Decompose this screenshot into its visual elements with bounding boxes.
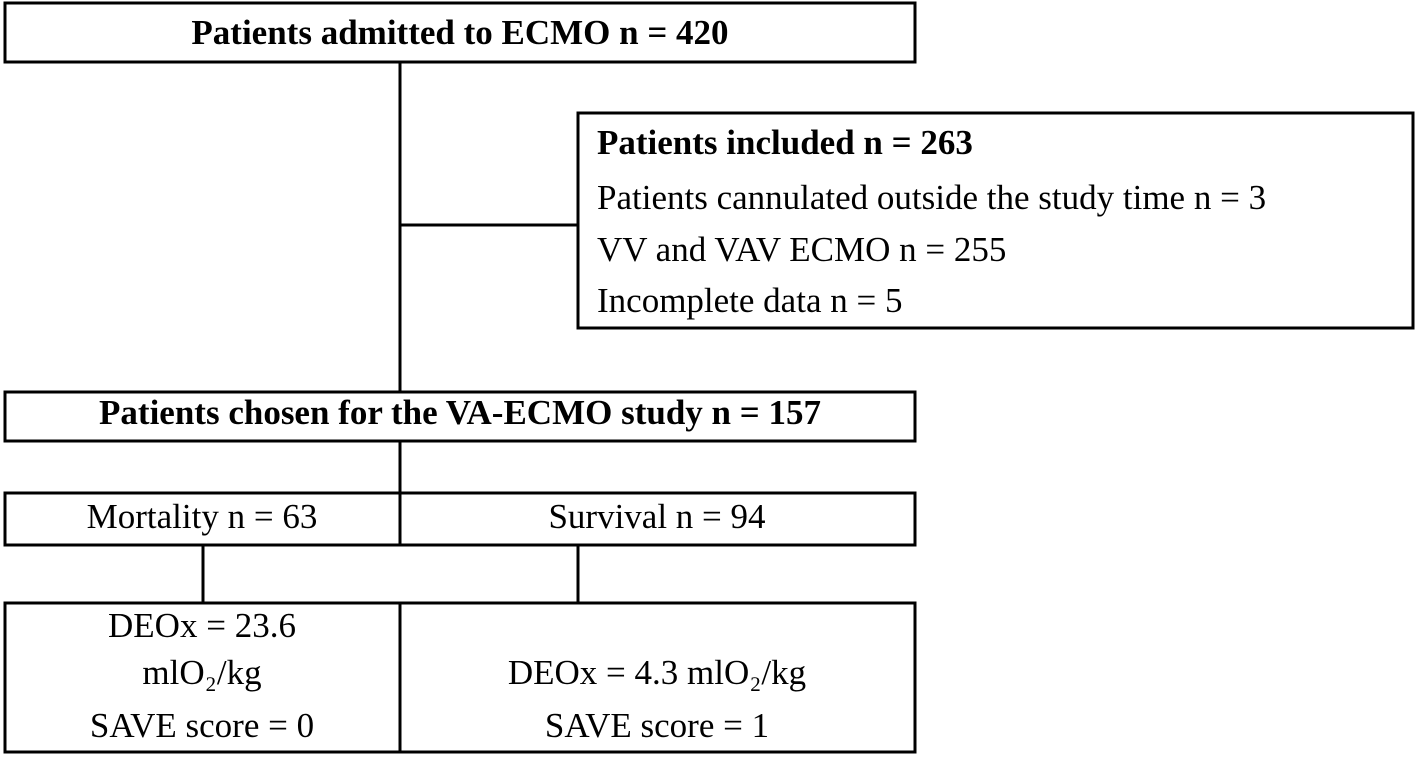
box-outcomes (3, 491, 917, 547)
box-label: Patients chosen for the VA-ECMO study n … (99, 393, 821, 432)
result-line: DEOx = 23.6 (108, 606, 296, 645)
box-included (576, 111, 1415, 330)
result-line: DEOx = 4.3 mlO₂/kg (508, 653, 806, 692)
result-line: SAVE score = 0 (90, 706, 314, 745)
box-label: Patients admitted to ECMO n = 420 (191, 13, 728, 52)
box-item: Patients cannulated outside the study ti… (597, 178, 1266, 217)
box-admitted (3, 1, 917, 64)
box-title: Patients included n = 263 (597, 123, 973, 162)
box-item: VV and VAV ECMO n = 255 (597, 230, 1006, 269)
connectors (201, 62, 580, 603)
box-results (3, 601, 917, 754)
result-line: mlO₂/kg (142, 653, 261, 692)
group-label: Mortality n = 63 (87, 497, 318, 536)
box-item: Incomplete data n = 5 (597, 281, 902, 320)
box-chosen (3, 390, 917, 443)
group-label: Survival n = 94 (548, 497, 765, 536)
result-line: SAVE score = 1 (545, 706, 769, 745)
